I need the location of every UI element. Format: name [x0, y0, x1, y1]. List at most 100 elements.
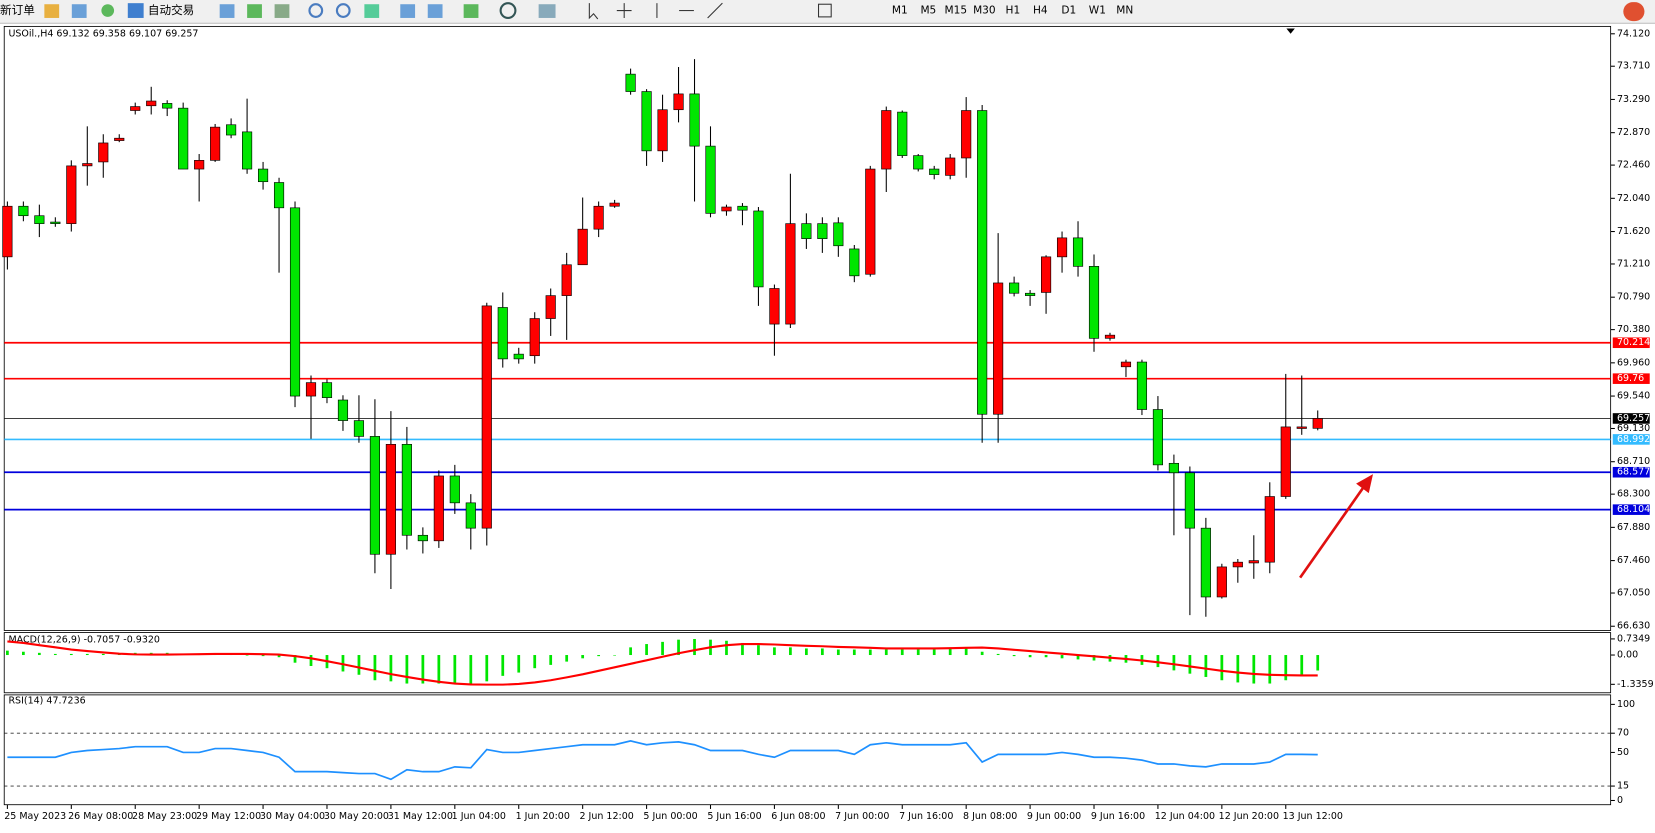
candle-body [753, 210, 764, 288]
macd-bar [1204, 655, 1208, 677]
level-tag [1612, 466, 1650, 478]
candle-body [130, 106, 141, 111]
macd-bar [1044, 655, 1048, 658]
macd-bar [757, 645, 760, 656]
x-tick-label: 6 Jun 08:00 [771, 811, 825, 822]
timeframe-button[interactable]: M15 [945, 5, 968, 17]
crosshair-tool[interactable] [616, 3, 632, 18]
cursor-tool[interactable] [588, 3, 599, 20]
icon[interactable] [463, 4, 479, 18]
candle-body [194, 160, 205, 170]
candle-body [369, 436, 380, 555]
level-tag [1612, 337, 1650, 349]
y-tick-label: 71.210 [1617, 258, 1650, 269]
y-tick-label: 69.130 [1617, 423, 1650, 434]
x-tick-label: 13 Jun 12:00 [1283, 811, 1343, 822]
macd-bar [948, 648, 952, 656]
candle-body [34, 215, 45, 224]
timeframe-button[interactable]: M1 [892, 5, 908, 17]
x-tick-label: 12 Jun 04:00 [1155, 811, 1215, 822]
auto-trade-button[interactable]: 自动交易 [148, 3, 194, 17]
macd-bar [245, 655, 249, 656]
timeframe-button[interactable]: MN [1116, 5, 1133, 17]
timeframe-button[interactable]: W1 [1089, 5, 1106, 17]
macd-bar [1284, 655, 1288, 681]
level-tag-label: 68.577 [1617, 467, 1650, 478]
icon[interactable] [274, 4, 290, 18]
candle-body [1168, 462, 1179, 474]
x-tick-label: 30 May 04:00 [260, 811, 325, 822]
trendline-tool[interactable] [707, 2, 723, 19]
candle-body [1088, 266, 1100, 339]
candle-body [865, 168, 876, 275]
zoom-out[interactable] [335, 3, 351, 18]
macd-bar [469, 655, 473, 684]
timeframe-button[interactable]: M30 [973, 5, 996, 17]
annotation-arrowhead [1356, 474, 1374, 494]
y-tick-label: 68.300 [1617, 489, 1650, 500]
macd-bar [581, 655, 585, 659]
icon[interactable] [71, 4, 87, 18]
icon[interactable] [427, 4, 443, 18]
chart-shift-marker [1286, 28, 1295, 34]
icon[interactable] [400, 4, 416, 18]
y-tick-label: 72.460 [1617, 160, 1650, 171]
candle-body [881, 110, 892, 170]
macd-bar [773, 647, 776, 656]
macd-bar [69, 653, 73, 656]
macd-bar [629, 647, 632, 656]
candle-body [1200, 527, 1211, 598]
timeframe-button[interactable]: H4 [1033, 5, 1048, 17]
x-tick-label: 9 Jun 16:00 [1091, 811, 1145, 822]
y-tick-label: 0.00 [1617, 650, 1638, 661]
y-tick-label: 70.380 [1617, 324, 1650, 335]
icon[interactable] [499, 2, 517, 20]
alert-badge[interactable] [1623, 2, 1645, 22]
macd-bar [37, 652, 41, 656]
candle-body [210, 126, 221, 161]
candle-body [929, 168, 940, 175]
y-tick-label: 15 [1617, 781, 1629, 792]
level-tag [1612, 504, 1650, 515]
candle-body [945, 157, 956, 176]
macd-bar [661, 641, 664, 656]
icon[interactable] [219, 4, 235, 18]
icon[interactable] [44, 4, 60, 18]
timeframe-button[interactable]: D1 [1061, 5, 1076, 17]
icon[interactable] [538, 4, 556, 18]
zoom-in[interactable] [308, 3, 324, 18]
candle-body [66, 165, 77, 224]
x-tick-label: 30 May 20:00 [324, 811, 389, 822]
new-order-button[interactable]: 新订单 [0, 3, 35, 17]
timeframe-button[interactable]: H1 [1006, 5, 1021, 17]
macd-bar [421, 655, 425, 684]
icon[interactable] [247, 4, 262, 18]
macd-bar [485, 655, 489, 682]
icon[interactable] [127, 3, 144, 18]
macd-bar [101, 653, 105, 656]
x-tick-label: 25 May 2023 [4, 811, 66, 822]
icon[interactable] [101, 4, 115, 17]
y-tick-label: 67.880 [1617, 522, 1650, 533]
y-tick-label: 100 [1617, 699, 1635, 710]
candle-body [50, 221, 61, 224]
text-label-tool[interactable] [817, 3, 832, 18]
timeframe-button[interactable]: M5 [920, 5, 936, 17]
candle-body [433, 475, 444, 542]
candle-body [353, 420, 365, 437]
candle-body [609, 202, 620, 207]
icon[interactable] [364, 4, 380, 18]
candle-body [289, 207, 301, 397]
y-tick-label: 67.460 [1617, 555, 1650, 566]
macd-bar [725, 640, 728, 656]
macd-bar [53, 653, 57, 656]
candle-body [529, 318, 540, 357]
candle-body [993, 282, 1004, 415]
candle-body [465, 502, 476, 529]
macd-bar [85, 653, 89, 656]
candle-body [673, 93, 684, 111]
y-tick-label: 73.710 [1617, 61, 1650, 72]
macd-bar [517, 655, 521, 673]
level-tag-label: 68.992 [1617, 434, 1650, 445]
y-tick-label: 70.790 [1617, 292, 1650, 303]
